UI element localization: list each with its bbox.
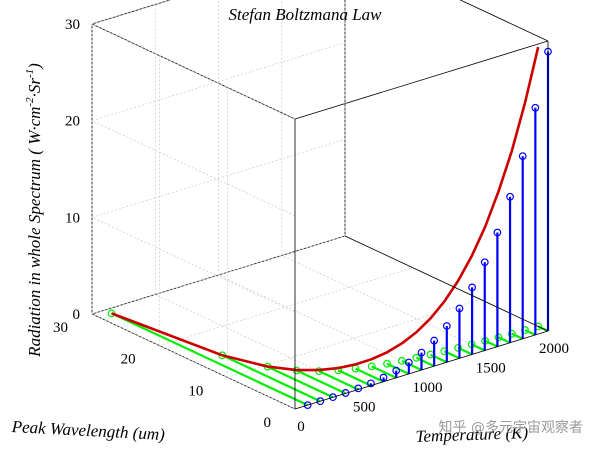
y-tick-label: 20: [121, 352, 136, 368]
radiation-stem-marker: [531, 103, 540, 112]
y-tick-label: 10: [188, 383, 203, 399]
wavelength-stem: [471, 343, 486, 352]
x-tick-label: 1500: [476, 361, 506, 377]
grid-line: [91, 23, 296, 120]
radiation-stem-marker: [303, 401, 312, 409]
wavelength-stem: [337, 369, 372, 387]
wavelength-stem: [511, 332, 524, 340]
wavelength-stem: [484, 339, 498, 348]
grid-line: [91, 138, 346, 218]
grid-line: [159, 267, 413, 347]
x-tick-label: 1000: [413, 380, 443, 396]
wavelength-stem-marker: [494, 333, 503, 342]
axes-box-front: [294, 41, 549, 410]
radiation-stem-marker: [367, 379, 375, 388]
wavelength-stem: [524, 329, 536, 336]
z-axis-label: Radiation in whole Spectrum ( W·cm-2·Sr-…: [24, 63, 44, 358]
grid-line: [91, 42, 346, 122]
watermark-text: 知乎 @多元宇宙观察者: [439, 419, 583, 436]
z-axis-label-sup2: -1: [24, 69, 36, 78]
x-tick-label: 2000: [539, 341, 569, 357]
grid-line: [91, 0, 172, 25]
y-axis-label: Peak Wavelength (um): [10, 417, 165, 444]
radiation-stem-marker: [455, 304, 464, 313]
radiation-stem-marker: [417, 348, 426, 357]
z-axis-label-sup1: -2: [24, 97, 36, 107]
wavelength-stem: [318, 370, 359, 391]
wavelength-stem-marker: [412, 353, 421, 362]
grid-line: [91, 120, 296, 216]
radiation-stem-marker: [442, 322, 451, 330]
wavelength-stem: [267, 365, 334, 399]
z-tick-label: 20: [65, 114, 80, 130]
box-edge: [344, 235, 549, 332]
wavelength-stem-marker: [397, 356, 406, 365]
wavelength-stem: [221, 354, 321, 403]
wavelength-stem: [371, 365, 397, 379]
wavelength-stem-marker: [383, 359, 391, 368]
y-tick-label: 0: [264, 415, 272, 431]
radiation-stem-marker: [480, 258, 489, 267]
grid-line: [91, 217, 296, 313]
tick-labels: 0 500 1000 1500 2000 0 10 20 30 0 10 20 30: [53, 17, 569, 435]
grid-line: [281, 255, 485, 351]
x-tick-label: 500: [353, 400, 376, 416]
radiation-stem-marker: [506, 192, 514, 201]
z-tick-label: 10: [65, 210, 80, 226]
grid-line: [91, 235, 346, 315]
wavelength-stem: [355, 367, 385, 383]
radiation-stem-marker: [404, 358, 413, 367]
grid-line: [91, 313, 296, 410]
wavelength-stem: [498, 336, 511, 344]
y-tick-label: 30: [53, 320, 68, 336]
radiation-curve: [111, 46, 540, 372]
box-edge: [294, 330, 549, 410]
z-tick-label: 0: [73, 307, 81, 323]
radiation-stem-marker: [316, 397, 325, 406]
radiation-stem-marker: [468, 283, 477, 292]
wavelength-stem: [386, 362, 410, 375]
radiation-stem-marker: [518, 152, 527, 161]
wavelength-stem-marker: [507, 329, 516, 338]
radiation-stem-marker: [341, 389, 350, 397]
z-axis-label-end: ): [25, 63, 44, 70]
wavelength-stem: [296, 369, 347, 395]
wavelength-stem-marker: [454, 343, 462, 352]
radiation-stem-marker: [493, 228, 502, 237]
data-marks: [107, 46, 552, 409]
radiation-stem-marker: [392, 366, 401, 375]
wavelength-stem: [111, 312, 309, 407]
box-edge: [294, 40, 549, 120]
x-axis-label: Temperature (K): [415, 423, 528, 446]
wavelength-stem-marker: [367, 362, 376, 371]
radiation-stem-marker: [430, 336, 439, 345]
radiation-stem-marker: [329, 393, 337, 402]
radiation-stem-marker: [379, 373, 388, 382]
grid-line: [218, 274, 422, 371]
z-tick-label: 30: [65, 17, 80, 33]
chart-title: Stefan Boltzmana Law: [228, 5, 382, 24]
x-tick-label: 0: [297, 419, 305, 435]
box-edge: [459, 0, 549, 42]
z-axis-label-mid: ·Sr: [25, 78, 44, 98]
z-axis-label-main: Radiation in whole Spectrum ( W·cm: [25, 107, 44, 358]
